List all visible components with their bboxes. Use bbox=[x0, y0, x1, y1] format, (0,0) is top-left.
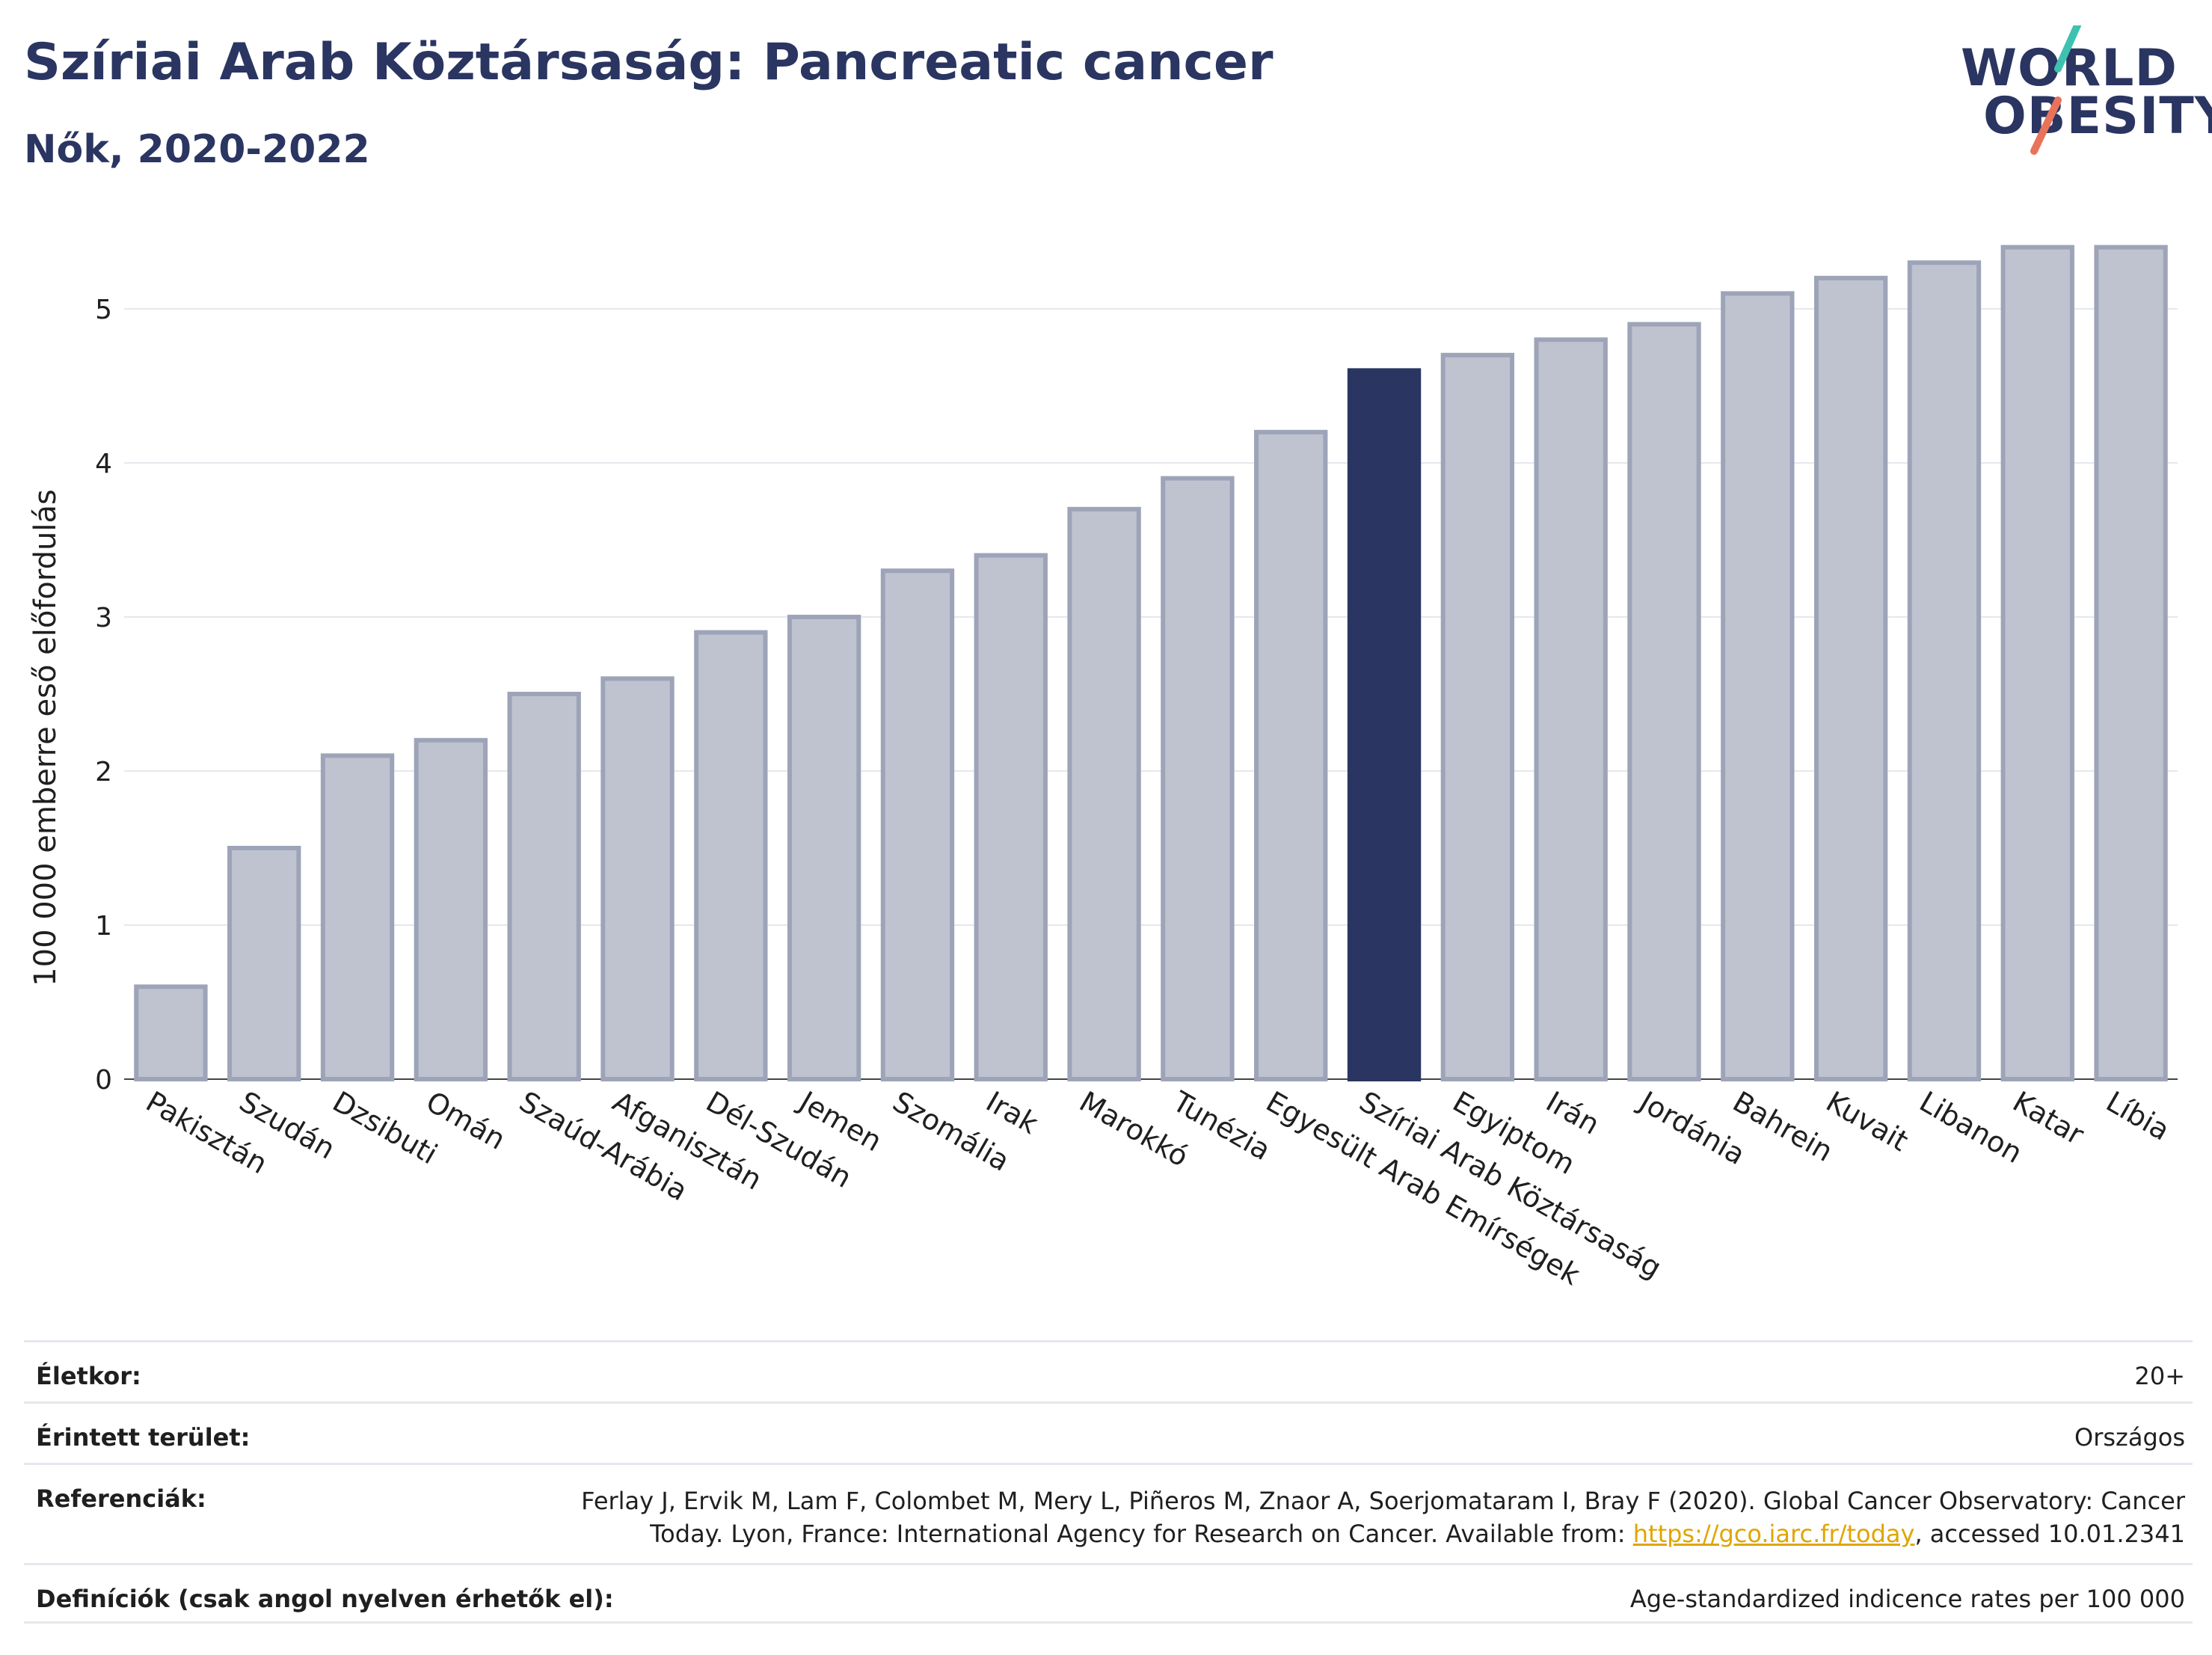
y-tick-label-4: 4 bbox=[95, 449, 112, 479]
page-subtitle: Nők, 2020-2022 bbox=[24, 127, 370, 172]
bar-13 bbox=[1347, 368, 1422, 1081]
bar-17 bbox=[1721, 291, 1795, 1081]
bar-7 bbox=[787, 615, 861, 1081]
definitions-label: Definíciók (csak angol nyelven érhetők e… bbox=[36, 1585, 614, 1613]
area-value: Országos bbox=[2074, 1423, 2185, 1452]
area-label: Érintett terület: bbox=[36, 1423, 251, 1452]
x-tick-label-17: Bahrein bbox=[1727, 1085, 1839, 1168]
page-title: Szíriai Arab Köztársaság: Pancreatic can… bbox=[24, 33, 1274, 92]
bar-10 bbox=[1067, 506, 1141, 1081]
bar-19 bbox=[1907, 260, 1982, 1082]
bar-21 bbox=[2094, 245, 2168, 1082]
x-tick-label-21: Líbia bbox=[2101, 1085, 2175, 1147]
references-label: Referenciák: bbox=[36, 1484, 206, 1513]
definitions-value: Age-standardized indicence rates per 100… bbox=[1629, 1585, 2185, 1613]
age-label: Életkor: bbox=[36, 1362, 141, 1390]
bar-5 bbox=[600, 676, 675, 1081]
bar-18 bbox=[1813, 275, 1888, 1081]
bar-2 bbox=[320, 753, 395, 1082]
x-tick-label-18: Kuvait bbox=[1821, 1085, 1914, 1158]
bar-16 bbox=[1627, 322, 1701, 1082]
bar-0 bbox=[134, 984, 208, 1082]
bar-20 bbox=[2000, 245, 2074, 1082]
bar-1 bbox=[227, 846, 301, 1081]
references-line-2-pre: Today. Lyon, France: International Agenc… bbox=[650, 1520, 1633, 1548]
info-row-definitions: Definíciók (csak angol nyelven érhetők e… bbox=[24, 1563, 2193, 1625]
bar-14 bbox=[1440, 352, 1515, 1081]
bar-9 bbox=[974, 553, 1048, 1081]
references-text: Ferlay J, Ervik M, Lam F, Colombet M, Me… bbox=[581, 1484, 2185, 1550]
bar-6 bbox=[694, 630, 768, 1081]
bar-4 bbox=[507, 692, 581, 1081]
x-tick-label-2: Dzsibuti bbox=[328, 1085, 443, 1171]
bar-15 bbox=[1534, 337, 1608, 1081]
x-tick-label-15: Irán bbox=[1540, 1085, 1605, 1141]
y-tick-label-0: 0 bbox=[95, 1065, 112, 1096]
references-line-1: Ferlay J, Ervik M, Lam F, Colombet M, Me… bbox=[581, 1487, 2185, 1515]
bar-8 bbox=[880, 568, 955, 1081]
y-tick-label-5: 5 bbox=[95, 295, 112, 325]
x-tick-label-16: Jordánia bbox=[1632, 1084, 1751, 1171]
references-line-2-post: , accessed 10.01.2341 bbox=[1914, 1520, 2185, 1548]
logo-slash-icon bbox=[2030, 25, 2081, 155]
info-row-area: Érintett terület: Országos bbox=[24, 1401, 2193, 1464]
y-tick-label-3: 3 bbox=[95, 603, 112, 633]
info-row-references: Referenciák: Ferlay J, Ervik M, Lam F, C… bbox=[24, 1463, 2193, 1564]
table-bottom-divider bbox=[24, 1621, 2193, 1624]
age-value: 20+ bbox=[2134, 1362, 2185, 1390]
y-tick-label-2: 2 bbox=[95, 757, 112, 787]
world-obesity-logo: WORLD OBESITY bbox=[1944, 25, 2212, 160]
x-tick-label-19: Libanon bbox=[1914, 1085, 2027, 1170]
references-line-2: Today. Lyon, France: International Agenc… bbox=[581, 1517, 2185, 1550]
x-tick-label-9: Irak bbox=[980, 1085, 1043, 1140]
bar-12 bbox=[1254, 429, 1328, 1081]
logo-line-2: OBESITY bbox=[1983, 87, 2212, 146]
y-tick-label-1: 1 bbox=[95, 911, 112, 942]
info-row-age: Életkor: 20+ bbox=[24, 1340, 2193, 1402]
bar-11 bbox=[1161, 476, 1235, 1081]
bar-3 bbox=[414, 737, 488, 1081]
references-link[interactable]: https://gco.iarc.fr/today bbox=[1632, 1520, 1915, 1548]
y-axis-label: 100 000 emberre eső előfordulás bbox=[28, 489, 63, 986]
